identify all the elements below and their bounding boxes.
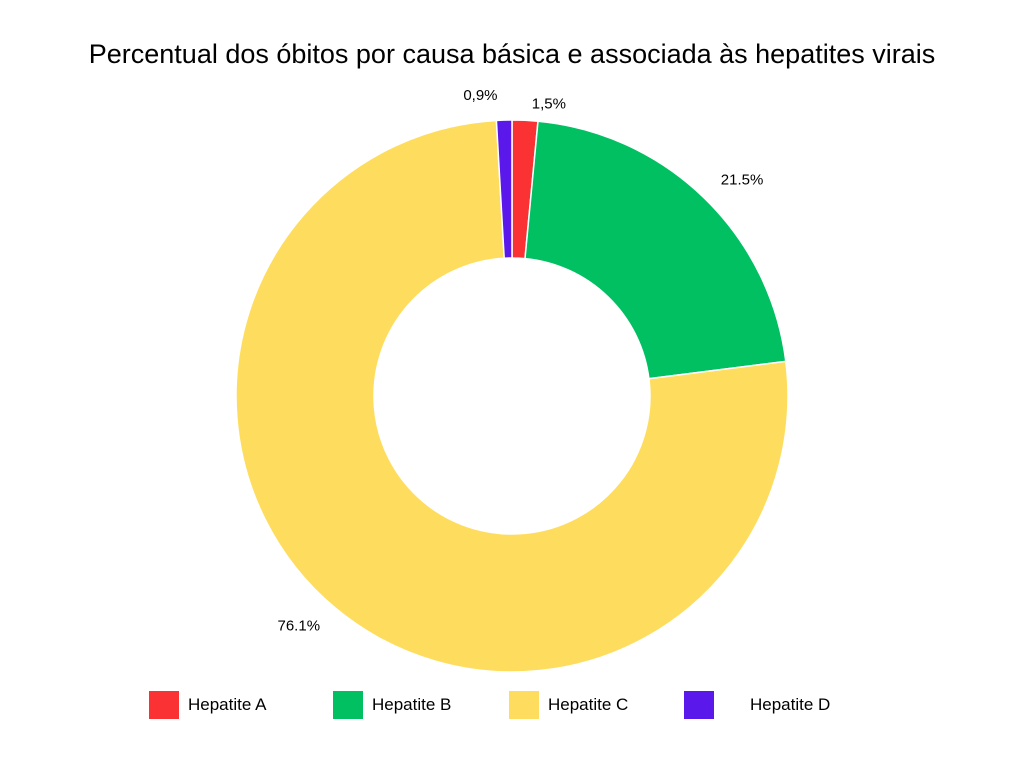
legend-label: Hepatite C	[548, 695, 629, 714]
donut-value-labels: 1,5% 21.5% 76.1% 0,9%	[278, 87, 764, 634]
legend-swatch	[509, 691, 539, 719]
legend-item-hepatite-d[interactable]: Hepatite D	[684, 690, 830, 720]
legend-label: Hepatite D	[750, 695, 831, 714]
slice-value-label-hepatite-d: 0,9%	[463, 87, 497, 104]
donut-slice-hepatite-c[interactable]	[235, 119, 789, 673]
legend-label: Hepatite B	[372, 695, 452, 714]
legend-item-hepatite-a[interactable]: Hepatite A	[149, 690, 266, 720]
donut-slices	[235, 119, 789, 673]
legend-swatch	[684, 691, 714, 719]
legend-label: Hepatite A	[188, 695, 267, 714]
slice-value-label-hepatite-a: 1,5%	[532, 95, 566, 112]
chart-legend: Hepatite A Hepatite B Hepatite C Hepatit…	[0, 690, 1024, 720]
slice-value-label-hepatite-c: 76.1%	[278, 618, 321, 635]
slice-value-label-hepatite-b: 21.5%	[721, 172, 764, 189]
legend-item-hepatite-c[interactable]: Hepatite C	[509, 690, 628, 720]
legend-swatch	[149, 691, 179, 719]
chart-title: Percentual dos óbitos por causa básica e…	[88, 39, 936, 69]
donut-slice-hepatite-b[interactable]	[524, 120, 787, 380]
legend-swatch	[333, 691, 363, 719]
legend-item-hepatite-b[interactable]: Hepatite B	[333, 690, 451, 720]
donut-slice-hepatite-d[interactable]	[495, 119, 513, 260]
